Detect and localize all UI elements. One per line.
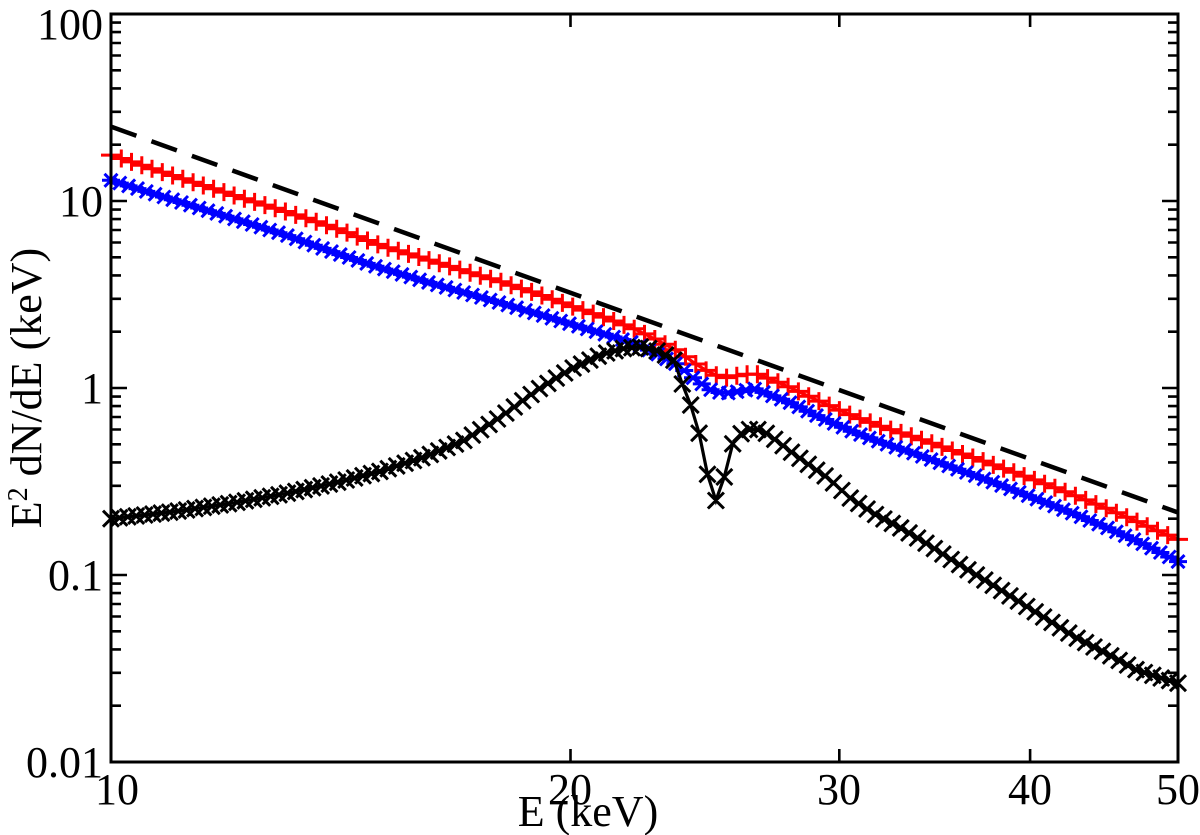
y-tick-label-0p01: 0.01 [26, 738, 103, 787]
x-tick-label-50: 50 [1156, 765, 1200, 814]
y-axis-title-rest: dN/dE (keV) [2, 247, 51, 488]
dashed-powerlaw-continuum-line [110, 124, 1179, 515]
y-tick-label-10: 10 [59, 177, 103, 226]
x-tick-label-20: 20 [548, 765, 592, 814]
x-tick-label-10: 10 [95, 765, 139, 814]
x-tick-label-40: 40 [1008, 765, 1052, 814]
black-cross-component-markers [101, 337, 1188, 693]
plot-frame [109, 12, 1180, 764]
y-tick-label-100: 100 [37, 0, 103, 49]
y-axis-title-exponent: 2 [3, 487, 34, 502]
y-axis-title: E2 dN/dE (keV) [2, 38, 54, 738]
y-tick-label-1: 1 [81, 364, 103, 413]
blue-star-spectrum-line [110, 178, 1179, 564]
x-tick-label-30: 30 [817, 765, 861, 814]
black-cross-component-line [110, 345, 1179, 685]
y-tick-label-0p1: 0.1 [48, 551, 103, 600]
blue-star-spectrum-markers [102, 172, 1187, 570]
y-axis-title-main: E [2, 501, 51, 529]
x-axis-title: E (keV) [517, 787, 659, 835]
axis-ticks [111, 12, 1178, 764]
